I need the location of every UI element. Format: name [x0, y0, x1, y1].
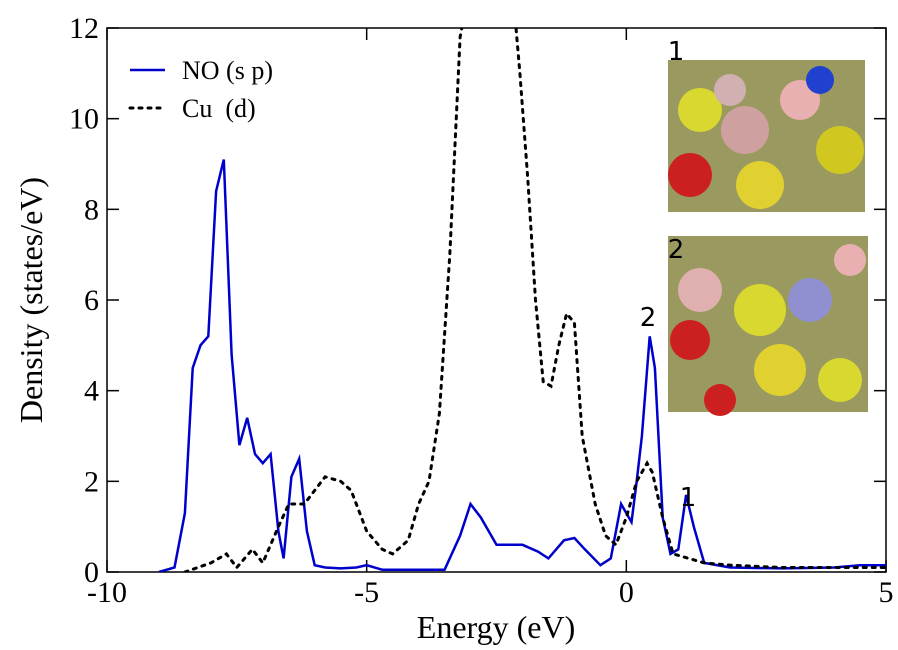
x-tick-label: -10 [87, 576, 127, 609]
y-tick-label: 10 [69, 103, 99, 136]
inset-1 [668, 60, 865, 212]
y-tick-label: 4 [84, 375, 99, 408]
y-tick-label: 12 [69, 12, 99, 45]
annotation: 2 [640, 303, 657, 333]
series-line [183, 28, 886, 572]
inset-label: 2 [668, 235, 685, 265]
inset-label: 1 [668, 37, 685, 67]
y-tick-label: 0 [84, 556, 99, 589]
x-tick-label: -5 [354, 576, 379, 609]
x-tick-label: 0 [619, 576, 634, 609]
inset-2 [668, 236, 868, 416]
x-axis-title: Energy (eV) [417, 609, 575, 645]
plot-lines [158, 28, 886, 572]
y-tick-label: 2 [84, 465, 99, 498]
y-tick-label: 8 [84, 193, 99, 226]
x-tick-label: 5 [879, 576, 894, 609]
y-axis-title: Density (states/eV) [13, 177, 49, 423]
y-tick-label: 6 [84, 284, 99, 317]
legend-label: NO (s p) [182, 56, 273, 85]
series-line [158, 159, 886, 572]
legend-label: Cu (d) [182, 94, 256, 123]
annotation: 1 [680, 483, 697, 513]
